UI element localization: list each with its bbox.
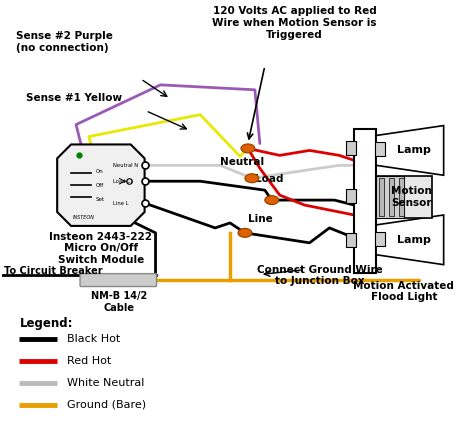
Text: Line L: Line L xyxy=(113,201,128,205)
Polygon shape xyxy=(376,215,444,265)
Text: Load: Load xyxy=(255,174,283,184)
Text: Insteon 2443-222
Micro On/Off
Switch Module: Insteon 2443-222 Micro On/Off Switch Mod… xyxy=(49,232,152,265)
Bar xyxy=(346,142,356,155)
Bar xyxy=(376,176,432,218)
Text: Lamp: Lamp xyxy=(397,146,431,155)
Text: Line: Line xyxy=(248,214,273,224)
Text: Connect Ground Wire
to Junction Box: Connect Ground Wire to Junction Box xyxy=(256,265,383,286)
Text: On: On xyxy=(96,169,104,174)
FancyBboxPatch shape xyxy=(80,273,156,286)
Text: Red Hot: Red Hot xyxy=(67,356,111,366)
Ellipse shape xyxy=(245,174,259,183)
Text: Neutral N: Neutral N xyxy=(113,163,138,168)
Ellipse shape xyxy=(265,196,279,205)
Text: Lamp: Lamp xyxy=(397,235,431,245)
Polygon shape xyxy=(57,145,145,226)
Text: Black Hot: Black Hot xyxy=(67,334,120,344)
Text: To Circuit Breaker: To Circuit Breaker xyxy=(3,266,102,276)
Text: Neutral: Neutral xyxy=(220,158,264,167)
Text: Sense #2 Purple
(no connection): Sense #2 Purple (no connection) xyxy=(17,31,113,53)
Text: White Neutral: White Neutral xyxy=(67,378,145,388)
Text: Ground (Bare): Ground (Bare) xyxy=(67,400,146,410)
Text: Off: Off xyxy=(96,183,104,188)
Bar xyxy=(376,176,404,218)
Bar xyxy=(389,178,394,216)
Text: Legend:: Legend: xyxy=(19,317,73,330)
Text: Set: Set xyxy=(96,196,105,202)
Bar xyxy=(375,232,385,246)
Text: NM-B 14/2
Cable: NM-B 14/2 Cable xyxy=(91,291,147,313)
Text: Load L1: Load L1 xyxy=(113,179,133,184)
Text: Sense #1 Yellow: Sense #1 Yellow xyxy=(27,93,122,103)
Text: INSTEON: INSTEON xyxy=(73,215,95,220)
Ellipse shape xyxy=(238,229,252,238)
Ellipse shape xyxy=(241,144,255,153)
Bar xyxy=(379,178,384,216)
Bar xyxy=(346,189,356,203)
Bar xyxy=(375,143,385,156)
Text: Motion
Sensor: Motion Sensor xyxy=(392,186,432,208)
Polygon shape xyxy=(376,125,444,175)
Bar xyxy=(346,233,356,247)
Bar xyxy=(399,178,404,216)
Text: 120 Volts AC applied to Red
Wire when Motion Sensor is
Triggered: 120 Volts AC applied to Red Wire when Mo… xyxy=(212,6,377,39)
Text: Motion Activated
Flood Light: Motion Activated Flood Light xyxy=(354,281,455,302)
Bar xyxy=(354,128,376,273)
